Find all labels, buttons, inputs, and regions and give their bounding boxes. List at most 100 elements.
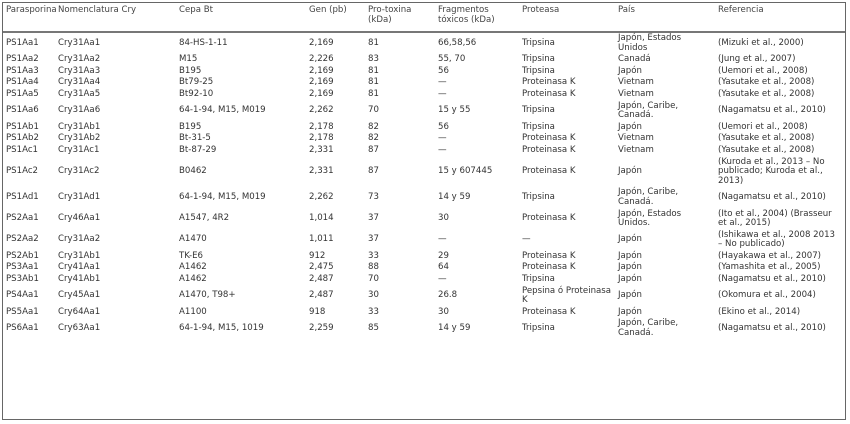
- table-cell: (Okomura et al., 2004): [718, 290, 816, 301]
- table-cell: Proteinasa K: [522, 213, 576, 224]
- table: Parasporina Nomenclatura Cry Cepa Bt Gen (p…: [3, 3, 845, 340]
- table-cell: Proteinasa K: [522, 77, 576, 88]
- table-row: PS1Aa4 Cry31Aa4 Bt79-25 2,169 81 — Proteinasa …: [3, 77, 845, 89]
- table-cell: PS2Ab1: [6, 250, 39, 261]
- table-cell: 81: [368, 88, 379, 99]
- table-cell: Proteinasa K: [522, 250, 576, 261]
- table-cell: 66,58,56: [438, 37, 477, 48]
- table-cell: Cry31Ab1: [58, 250, 101, 261]
- table-cell: Japón, Caribe, Canadá.: [618, 100, 679, 121]
- table-cell: PS1Aa5: [6, 88, 39, 99]
- table-cell: Japón: [618, 250, 642, 261]
- table-cell: 73: [368, 192, 379, 203]
- table-cell: Proteinasa K: [522, 306, 576, 317]
- table-cell: 14 y 59: [438, 192, 471, 203]
- table-cell: 2,331: [309, 144, 334, 155]
- table-cell: Tripsina: [522, 121, 555, 132]
- table-cell: 2,475: [309, 262, 334, 273]
- table-cell: B0462: [179, 166, 207, 177]
- table-cell: 918: [309, 306, 326, 317]
- table-cell: Vietnam: [618, 88, 654, 99]
- table-cell: —: [522, 234, 531, 245]
- table-cell: —: [438, 144, 447, 155]
- table-cell: 2,169: [309, 65, 334, 76]
- table-cell: —: [438, 88, 447, 99]
- table-row: PS4Aa1 Cry45Aa1 A1470, T98+ 2,487 30 26.8 Peps…: [3, 286, 845, 307]
- table-cell: 33: [368, 250, 379, 261]
- table-row: PS1Ad1 Cry31Ad1 64-1-94, M15, M019 2,262 73 1…: [3, 187, 845, 208]
- table-cell: (Nagamatsu et al., 2010): [718, 323, 826, 334]
- table-cell: (Kuroda et al., 2013 – No publicado; Kur…: [718, 156, 825, 186]
- table-cell: PS2Aa2: [6, 234, 39, 245]
- table-cell: PS1Ad1: [6, 192, 39, 203]
- table-row: PS1Aa1 Cry31Aa1 84-HS-1-11 2,169 81 66,58,56 T…: [3, 32, 845, 54]
- table-cell: PS1Aa2: [6, 54, 39, 65]
- table-cell: (Uemori et al., 2008): [718, 65, 808, 76]
- table-cell: 2,169: [309, 37, 334, 48]
- table-cell: (Nagamatsu et al., 2010): [718, 105, 826, 116]
- table-cell: PS1Aa4: [6, 77, 39, 88]
- table-cell: 83: [368, 54, 379, 65]
- table-cell: 85: [368, 323, 379, 334]
- table-row: PS1Ac1 Cry31Ac1 Bt-87-29 2,331 87 — Proteinasa…: [3, 145, 845, 157]
- table-cell: Tripsina: [522, 105, 555, 116]
- table-cell: 37: [368, 213, 379, 224]
- table-cell: 2,169: [309, 77, 334, 88]
- table-cell: 87: [368, 166, 379, 177]
- table-cell: PS5Aa1: [6, 306, 39, 317]
- table-cell: PS1Aa6: [6, 105, 39, 116]
- table-cell: Bt79-25: [179, 77, 214, 88]
- table-cell: Tripsina: [522, 192, 555, 203]
- table-cell: Cry45Aa1: [58, 290, 101, 301]
- table-cell: A1100: [179, 306, 207, 317]
- table-cell: 64: [438, 262, 449, 273]
- table-cell: Cry31Aa4: [58, 77, 101, 88]
- table-cell: 2,178: [309, 133, 334, 144]
- table-cell: Proteinasa K: [522, 88, 576, 99]
- header-cell: Nomenclatura Cry: [55, 3, 176, 33]
- table-cell: 15 y 607445: [438, 166, 493, 177]
- table-cell: Japón: [618, 166, 642, 177]
- table-cell: 81: [368, 77, 379, 88]
- table-cell: —: [438, 274, 447, 285]
- table-row: PS5Aa1 Cry64Aa1 A1100 918 33 30 Proteinasa K Ja…: [3, 307, 845, 319]
- table-cell: 56: [438, 121, 449, 132]
- table-cell: 1,011: [309, 234, 334, 245]
- table-cell: Proteinasa K: [522, 166, 576, 177]
- table-cell: Vietnam: [618, 144, 654, 155]
- table-cell: 2,262: [309, 192, 334, 203]
- table-cell: (Ishikawa et al., 2008 2013 – No publica…: [718, 229, 836, 250]
- table-cell: A1462: [179, 262, 207, 273]
- table-cell: PS1Aa1: [6, 37, 39, 48]
- table-cell: Cry31Aa1: [58, 37, 101, 48]
- table-cell: Cry31Aa2: [58, 54, 101, 65]
- table-cell: 88: [368, 262, 379, 273]
- table-cell: Cry31Ab1: [58, 121, 101, 132]
- table-cell: (Yamashita et al., 2005): [718, 262, 821, 273]
- table-cell: 14 y 59: [438, 323, 471, 334]
- table-cell: PS1Ac2: [6, 166, 39, 177]
- table-cell: PS1Ab2: [6, 133, 39, 144]
- table-cell: —: [438, 77, 447, 88]
- table-cell: (Hayakawa et al., 2007): [718, 250, 822, 261]
- table-cell: 2,178: [309, 121, 334, 132]
- table-cell: 87: [368, 144, 379, 155]
- table-row: PS1Aa3 Cry31Aa3 B195 2,169 81 56 Tripsina Japón…: [3, 66, 845, 78]
- table-cell: A1547, 4R2: [179, 213, 230, 224]
- table-cell: Japón, Caribe, Canadá.: [618, 318, 679, 339]
- header-row: Parasporina Nomenclatura Cry Cepa Bt Gen (p…: [3, 3, 845, 33]
- table-cell: Cry31Aa3: [58, 65, 101, 76]
- table-cell: 33: [368, 306, 379, 317]
- table-cell: 30: [368, 290, 379, 301]
- table-cell: Tripsina: [522, 274, 555, 285]
- table-cell: Japón: [618, 290, 642, 301]
- table-cell: Cry31Ac2: [58, 166, 100, 177]
- table-cell: TK-E6: [179, 250, 203, 261]
- table-cell: PS3Aa1: [6, 262, 39, 273]
- table-cell: (Yasutake et al., 2008): [718, 77, 815, 88]
- table-cell: 2,169: [309, 88, 334, 99]
- table-cell: 64-1-94, M15, M019: [179, 192, 266, 203]
- table-cell: Bt-87-29: [179, 144, 217, 155]
- table-cell: 55, 70: [438, 54, 466, 65]
- table-cell: Japón: [618, 121, 642, 132]
